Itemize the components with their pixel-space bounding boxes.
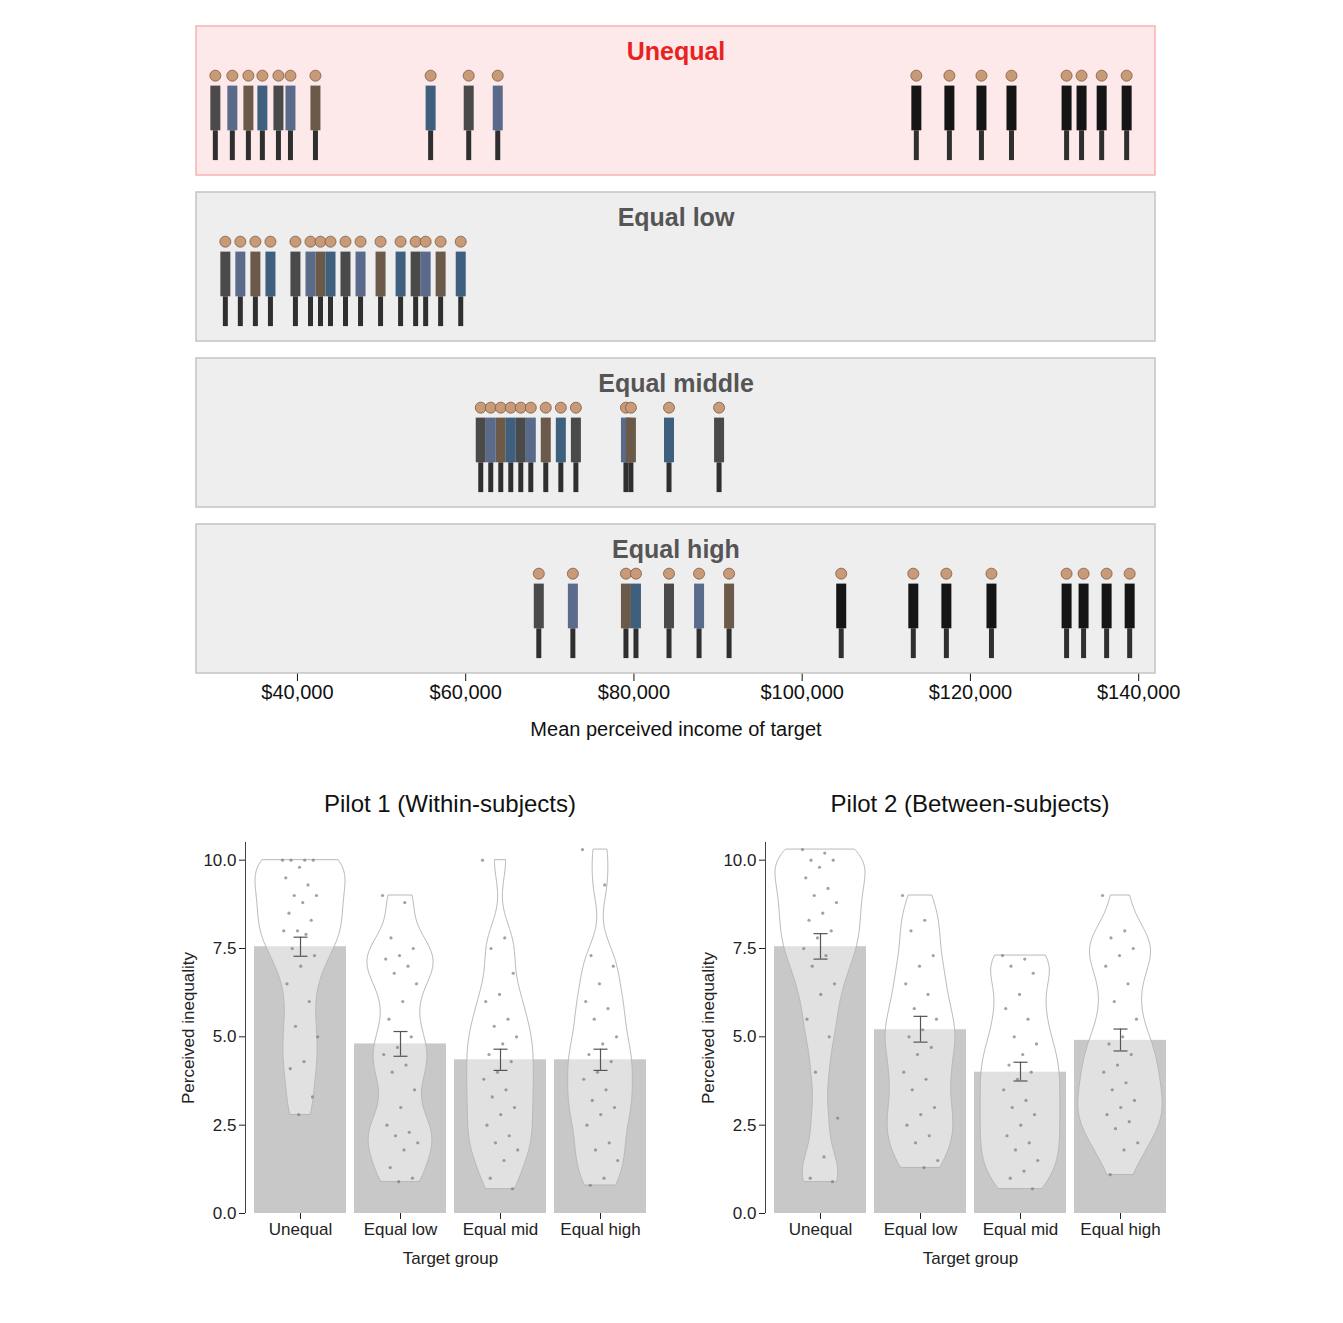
svg-text:Equal low: Equal low [618,203,735,231]
svg-text:Target group: Target group [403,1249,498,1268]
svg-text:Unequal: Unequal [789,1220,852,1239]
svg-text:7.5: 7.5 [213,939,237,958]
svg-text:5.0: 5.0 [213,1027,237,1046]
svg-text:10.0: 10.0 [723,851,756,870]
svg-text:Target group: Target group [923,1249,1018,1268]
svg-text:Unequal: Unequal [627,37,726,65]
svg-text:Perceived inequality: Perceived inequality [699,951,718,1104]
svg-text:$60,000: $60,000 [430,681,502,703]
svg-text:Equal mid: Equal mid [463,1220,539,1239]
svg-text:$100,000: $100,000 [760,681,843,703]
svg-text:Equal mid: Equal mid [983,1220,1059,1239]
svg-text:Equal high: Equal high [612,535,740,563]
svg-text:Perceived inequality: Perceived inequality [179,951,198,1104]
svg-text:5.0: 5.0 [733,1027,757,1046]
svg-text:$120,000: $120,000 [929,681,1012,703]
svg-text:7.5: 7.5 [733,939,757,958]
svg-text:Mean perceived income of targe: Mean perceived income of target [530,718,822,740]
svg-text:Equal high: Equal high [1080,1220,1160,1239]
svg-text:Equal high: Equal high [560,1220,640,1239]
html-text:Pilot 1 (Within-subjects): Pilot 1 (Within-subjects) [324,790,576,817]
svg-text:Equal middle: Equal middle [598,369,754,397]
svg-text:0.0: 0.0 [213,1204,237,1223]
svg-text:Equal low: Equal low [364,1220,438,1239]
svg-text:2.5: 2.5 [733,1116,757,1135]
svg-text:10.0: 10.0 [203,851,236,870]
svg-text:0.0: 0.0 [733,1204,757,1223]
svg-text:$80,000: $80,000 [598,681,670,703]
svg-text:$140,000: $140,000 [1097,681,1180,703]
svg-text:Equal low: Equal low [884,1220,958,1239]
svg-text:2.5: 2.5 [213,1116,237,1135]
svg-text:Unequal: Unequal [269,1220,332,1239]
svg-text:$40,000: $40,000 [261,681,333,703]
html-text:Pilot 2 (Between-subjects): Pilot 2 (Between-subjects) [830,790,1110,817]
